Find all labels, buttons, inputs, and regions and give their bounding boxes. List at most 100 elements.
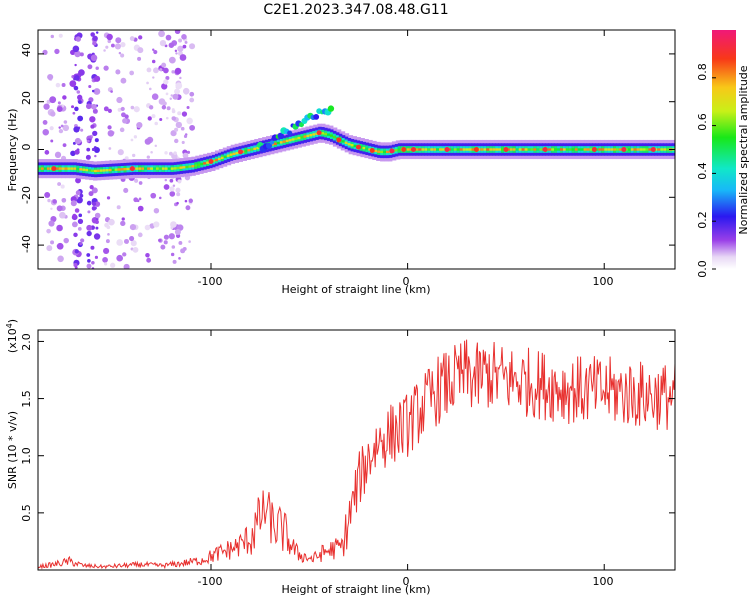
y-scale-factor: (x104) (5, 319, 19, 353)
spectrogram-noise-mark (73, 85, 79, 91)
spectrogram-ridge-mark (55, 167, 60, 170)
spectrogram-noise-mark (92, 41, 97, 46)
spectrogram-ridge-mark (627, 148, 632, 151)
spectrogram-noise-mark (50, 111, 56, 117)
spectrogram-ridge-mark (256, 146, 260, 150)
spectrogram-noise-mark (132, 246, 139, 253)
spectrogram-noise-mark (165, 75, 170, 80)
spectrogram-ridge-mark (459, 148, 464, 151)
spectrogram-noise-mark (133, 197, 139, 203)
spectrogram-noise-mark (164, 151, 168, 155)
spectrogram-noise-mark (103, 247, 110, 255)
spectrogram-ridge-mark (332, 135, 337, 139)
spectrogram-noise-mark (93, 233, 101, 240)
spectrogram-noise-mark (158, 238, 162, 242)
spectrogram-ridge-mark (551, 148, 555, 151)
spectrogram-ridge-mark (300, 136, 305, 139)
spectrogram-ridge-mark (427, 148, 431, 151)
spectrogram-noise-mark (86, 230, 92, 237)
spectrogram-noise-mark (54, 151, 62, 158)
spectrogram-noise-mark (168, 56, 176, 64)
top-xtick-label: -100 (198, 275, 223, 288)
spectrogram-ridge-mark (512, 148, 517, 151)
spectrogram-branch-mark (287, 130, 293, 136)
spectrogram-ridge-mark (406, 148, 411, 151)
spectrogram-ridge-mark (433, 148, 437, 151)
spectrogram-noise-mark (91, 261, 95, 265)
spectrogram-noise-mark (50, 207, 53, 211)
spectrogram-ridge-mark (94, 169, 98, 173)
bottom-xtick-label: 0 (403, 575, 410, 588)
spectrogram-noise-mark (124, 114, 129, 119)
spectrogram-noise-mark (133, 135, 138, 139)
spectrogram-ridge-mark (223, 155, 228, 158)
spectrogram-noise-mark (106, 196, 111, 200)
colorbar-tick-label: 0.2 (696, 211, 709, 229)
spectrogram-noise-mark (153, 221, 160, 228)
spectrogram-ridge-mark (288, 138, 293, 142)
spectrogram-noise-mark (94, 212, 101, 219)
spectrogram-ridge-mark (135, 167, 139, 170)
spectrogram-ridge-mark (506, 148, 511, 151)
spectrogram-noise-mark (133, 106, 140, 113)
spectrogram-noise-mark (170, 130, 177, 137)
spectrogram-noise-mark (72, 141, 76, 145)
bottom-xtick-label: -100 (198, 575, 223, 588)
spectrogram-noise-mark (182, 44, 187, 49)
spectrogram-noise-mark (163, 79, 169, 85)
spectrogram-ridge-mark (524, 148, 529, 151)
spectrogram-noise-mark (182, 87, 190, 95)
spectrogram-noise-mark (138, 197, 142, 201)
spectrogram-noise-mark (122, 252, 127, 257)
spectrogram-noise-mark (71, 105, 75, 109)
spectrogram-noise-mark (94, 201, 101, 207)
spectrogram-noise-mark (181, 111, 188, 117)
spectrogram-ridge-mark (282, 140, 287, 143)
colorbar-label: Normalized spectral amplitude (737, 65, 750, 234)
spectrogram-noise-mark (72, 45, 80, 53)
spectrogram-ridge-mark (82, 168, 86, 171)
spectrogram-noise-mark (144, 224, 151, 231)
spectrogram-ridge-mark (480, 148, 484, 151)
colorbar-gradient (712, 30, 736, 269)
spectrogram-noise-mark (95, 66, 99, 70)
spectrogram-ridge-mark (167, 167, 172, 170)
spectrogram-noise-mark (174, 88, 181, 95)
spectrogram-noise-mark (72, 213, 77, 218)
spectrogram-ridge-mark (73, 167, 77, 170)
spectrogram-noise-mark (43, 103, 50, 110)
spectrogram-noise-mark (92, 130, 98, 137)
spectrogram-ridge-mark (675, 146, 679, 153)
spectrogram-noise-mark (49, 96, 57, 104)
spectrogram-noise-mark (174, 228, 181, 236)
spectrogram-noise-mark (52, 199, 57, 204)
top-xtick-label: 0 (403, 275, 410, 288)
bottom-ytick-label: 1.0 (20, 447, 33, 465)
spectrogram-ridge-mark (580, 148, 585, 151)
spectrogram-ridge-mark (150, 167, 154, 170)
spectrogram-ridge-mark (654, 148, 658, 151)
spectrogram-noise-mark (80, 128, 84, 132)
spectrogram-ridge-mark (38, 167, 42, 170)
spectrogram-noise-mark (103, 49, 106, 52)
spectrogram-noise-mark (146, 67, 152, 73)
spectrogram-ridge-mark (456, 148, 461, 151)
spectrogram-noise-mark (57, 101, 61, 105)
spectrogram-ridge-mark (309, 133, 313, 137)
spectrogram-noise-mark (94, 255, 99, 259)
spectrogram-noise-mark (163, 184, 170, 190)
spectrogram-noise-mark (165, 34, 172, 41)
spectrogram-ridge-mark (188, 165, 192, 168)
spectrogram-noise-mark (47, 73, 54, 81)
spectrogram-noise-mark (61, 83, 66, 87)
spectrogram-noise-mark (137, 205, 144, 212)
spectrogram-noise-mark (62, 143, 67, 148)
spectrogram-noise-mark (86, 200, 92, 206)
spectrogram-ridge-mark (598, 148, 602, 151)
spectrogram-ridge-mark (418, 148, 422, 151)
spectrogram-noise-mark (174, 49, 178, 53)
spectrogram-noise-mark (172, 184, 176, 188)
spectrogram-noise-mark (120, 77, 127, 84)
spectrogram-noise-mark (117, 149, 124, 156)
spectrogram-noise-mark (118, 51, 122, 55)
